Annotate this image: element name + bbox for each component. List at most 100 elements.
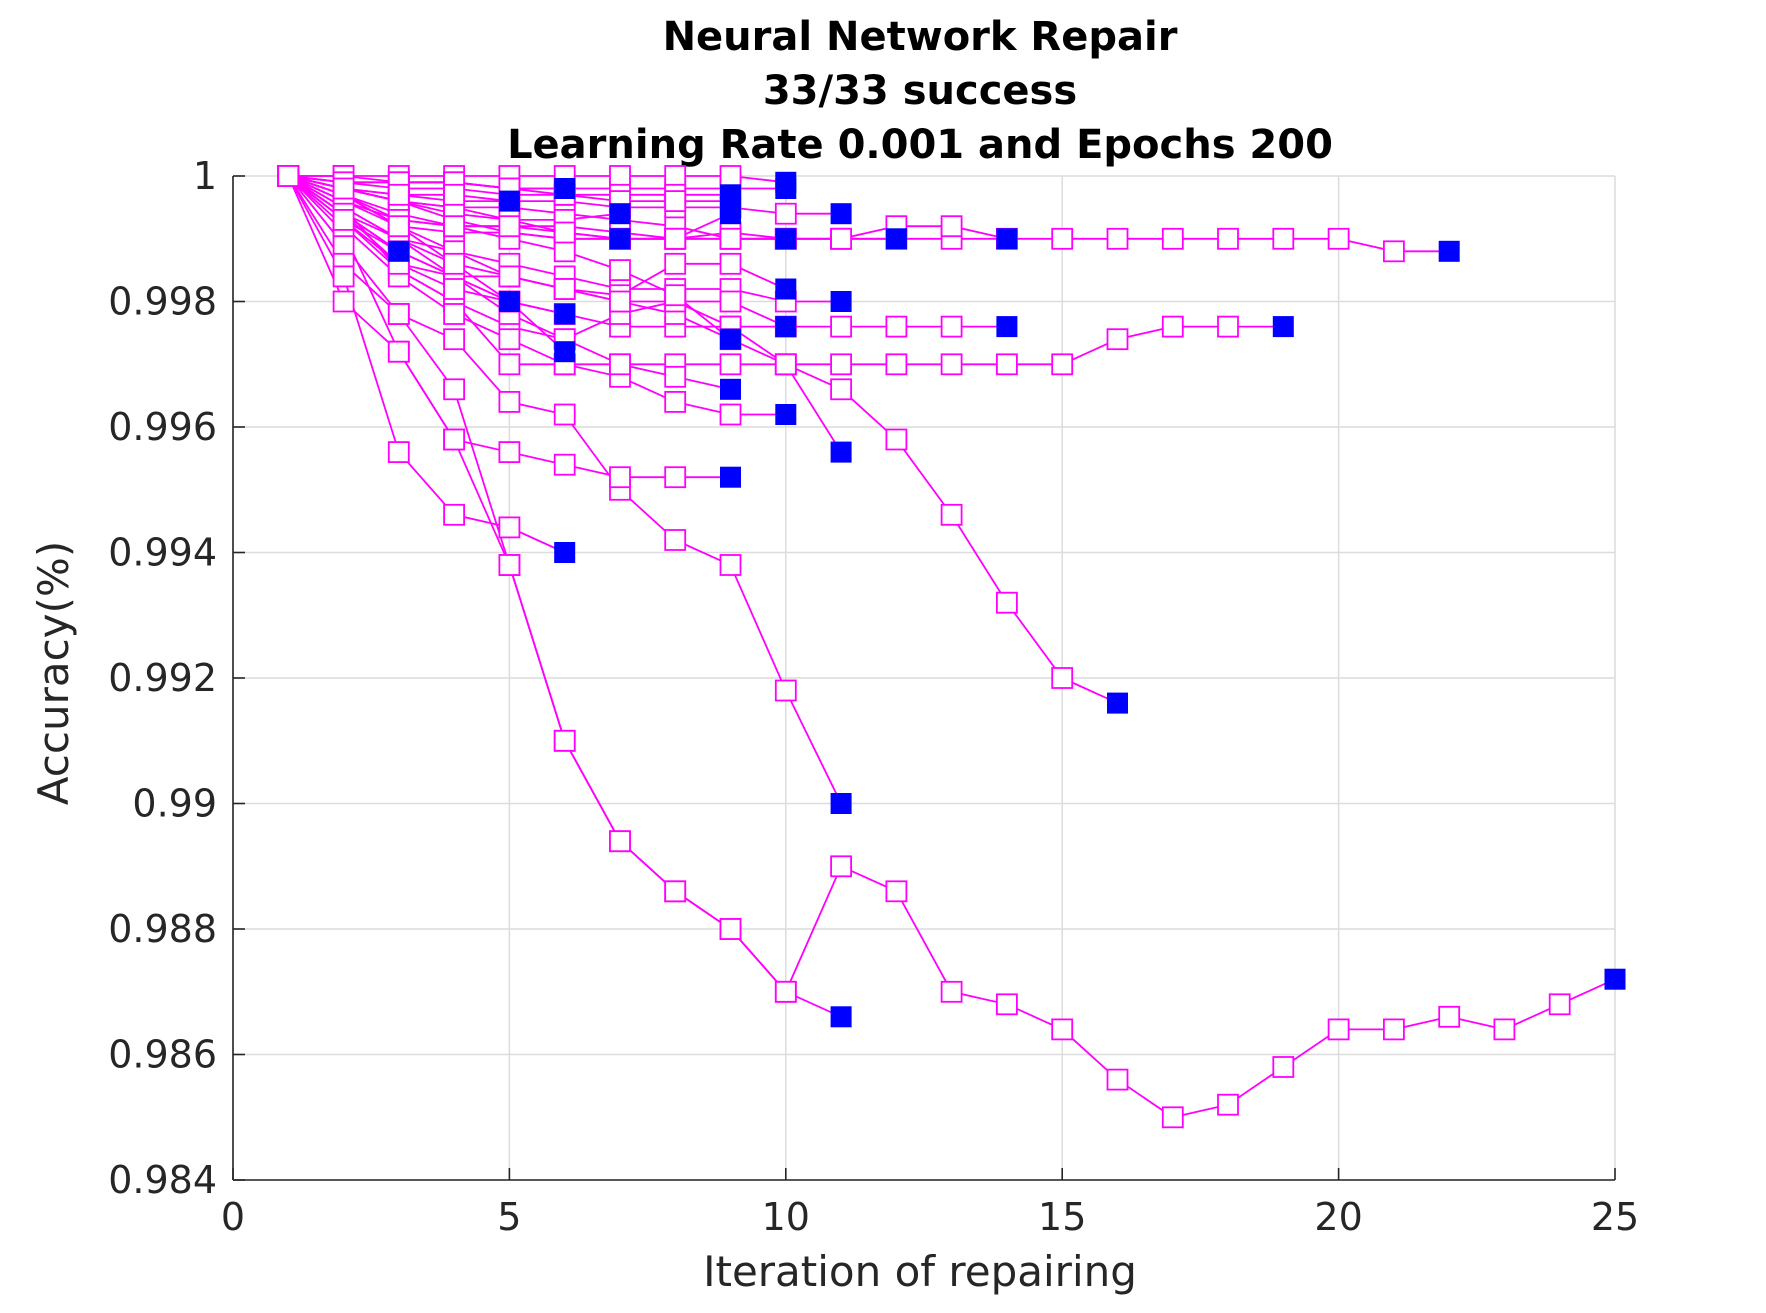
final-point-marker xyxy=(554,341,576,363)
data-point-marker xyxy=(1161,1106,1184,1129)
data-point-marker xyxy=(996,353,1018,376)
data-point-marker xyxy=(332,208,355,231)
data-point-marker xyxy=(553,221,576,244)
series-line-run-15 xyxy=(287,175,786,416)
data-point-marker xyxy=(332,290,355,313)
final-point-marker xyxy=(1438,240,1460,262)
series-line-run-20 xyxy=(288,175,786,184)
data-point-marker xyxy=(1106,328,1129,351)
data-point-marker xyxy=(387,303,410,325)
data-point-marker xyxy=(940,215,963,238)
data-point-marker xyxy=(1217,1093,1239,1116)
data-point-marker xyxy=(664,227,687,250)
data-point-marker xyxy=(277,165,300,187)
data-point-marker xyxy=(719,403,742,426)
final-point-marker xyxy=(1272,316,1294,338)
y-tick-label: 0.988 xyxy=(108,907,217,951)
final-point-marker xyxy=(720,378,741,400)
data-point-marker xyxy=(885,353,908,376)
data-point-marker xyxy=(830,227,852,250)
data-point-marker xyxy=(664,880,687,903)
data-point-marker xyxy=(774,679,797,702)
final-point-marker xyxy=(775,316,797,338)
data-point-marker xyxy=(498,441,521,464)
final-point-marker xyxy=(554,303,576,325)
data-point-marker xyxy=(940,503,963,526)
data-point-marker xyxy=(443,278,466,300)
y-tick-label: 0.986 xyxy=(108,1033,217,1077)
final-point-marker xyxy=(388,240,410,262)
final-point-marker xyxy=(996,228,1018,250)
final-point-marker xyxy=(609,203,631,225)
final-point-marker xyxy=(885,228,907,250)
final-point-marker xyxy=(830,793,852,814)
data-point-marker xyxy=(1106,227,1129,250)
data-point-marker xyxy=(498,554,521,576)
data-point-marker xyxy=(1106,1068,1129,1091)
data-point-marker xyxy=(830,855,852,878)
final-point-marker xyxy=(996,316,1018,338)
final-point-marker xyxy=(830,291,852,312)
data-point-marker xyxy=(1217,315,1239,338)
data-point-marker xyxy=(830,378,852,401)
data-point-marker xyxy=(664,390,687,413)
final-point-marker xyxy=(720,466,741,488)
final-point-marker xyxy=(609,228,631,250)
data-point-marker xyxy=(553,240,576,263)
data-point-marker xyxy=(664,466,687,489)
data-point-marker xyxy=(1217,227,1239,250)
data-point-marker xyxy=(885,428,908,451)
x-tick-label: 25 xyxy=(1591,1195,1639,1239)
y-tick-label: 0.984 xyxy=(108,1158,217,1202)
y-tick-label: 0.992 xyxy=(108,656,217,700)
data-point-marker xyxy=(387,183,410,206)
final-point-marker xyxy=(498,291,520,312)
data-point-marker xyxy=(443,183,466,206)
data-point-marker xyxy=(1272,1056,1295,1078)
final-point-marker xyxy=(830,1006,852,1028)
data-point-marker xyxy=(940,980,963,1003)
data-point-marker xyxy=(1161,315,1184,338)
data-point-marker xyxy=(1051,353,1074,376)
data-point-marker xyxy=(830,353,852,376)
data-point-marker xyxy=(443,303,466,325)
y-tick-label: 0.994 xyxy=(108,531,217,575)
data-point-marker xyxy=(996,591,1018,614)
data-point-marker xyxy=(1327,227,1350,250)
final-point-marker xyxy=(720,190,741,212)
data-point-marker xyxy=(719,165,742,187)
data-point-marker xyxy=(332,234,355,256)
y-tick-label: 1 xyxy=(193,154,217,198)
data-point-marker xyxy=(553,453,576,476)
final-point-marker xyxy=(830,203,852,225)
chart-title-line-1: Neural Network Repair xyxy=(663,14,1178,60)
data-point-marker xyxy=(609,353,631,376)
data-point-marker xyxy=(609,165,631,187)
data-point-marker xyxy=(553,729,576,752)
data-point-marker xyxy=(498,516,521,539)
x-tick-label: 0 xyxy=(221,1195,245,1239)
data-point-marker xyxy=(1383,1018,1405,1041)
x-tick-label: 15 xyxy=(1038,1195,1086,1239)
data-point-marker xyxy=(1383,240,1405,263)
data-point-marker xyxy=(609,259,631,282)
data-point-marker xyxy=(387,441,410,464)
data-point-marker xyxy=(996,993,1018,1016)
data-point-marker xyxy=(664,365,687,388)
final-point-marker xyxy=(554,542,576,563)
data-point-marker xyxy=(774,353,797,376)
x-tick-label: 20 xyxy=(1314,1195,1362,1239)
final-point-marker xyxy=(1107,692,1128,714)
data-point-marker xyxy=(553,278,576,300)
data-point-marker xyxy=(443,503,466,526)
data-point-marker xyxy=(553,403,576,426)
final-point-marker xyxy=(1604,968,1626,990)
data-point-marker xyxy=(664,190,687,213)
data-point-marker xyxy=(719,554,742,576)
data-point-marker xyxy=(774,980,797,1003)
data-point-marker xyxy=(719,353,742,376)
y-tick-label: 0.99 xyxy=(132,782,217,826)
data-point-marker xyxy=(609,466,631,489)
data-point-marker xyxy=(387,215,410,238)
